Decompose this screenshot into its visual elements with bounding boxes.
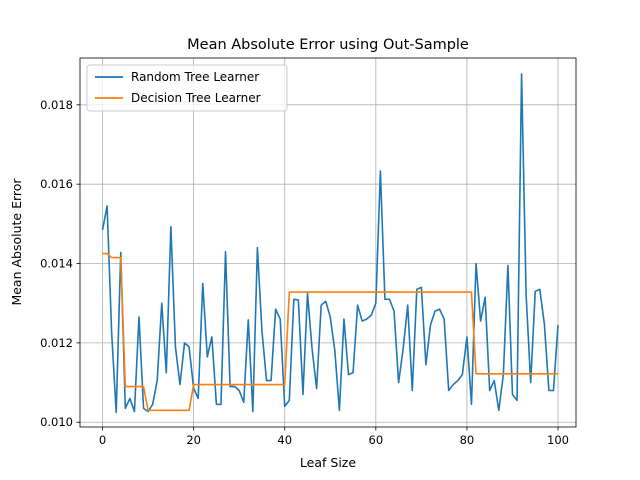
y-tick-label: 0.010 [40, 415, 73, 429]
x-tick-label: 60 [369, 433, 384, 447]
y-tick-label: 0.014 [40, 257, 73, 271]
x-tick-label: 80 [460, 433, 475, 447]
x-tick-label: 20 [186, 433, 201, 447]
x-tick-label: 0 [99, 433, 106, 447]
axis-ticks: 0 20 40 60 80 100 0.010 0.012 0.014 0.016 0.018 [40, 98, 569, 447]
legend-label-random-tree: Random Tree Learner [131, 70, 259, 84]
legend: Random Tree Learner Decision Tree Learne… [86, 64, 288, 112]
plot-frame [79, 57, 577, 428]
y-tick-label: 0.012 [40, 336, 73, 350]
y-axis-label: Mean Absolute Error [9, 178, 24, 306]
legend-box [86, 64, 288, 112]
chart-title: Mean Absolute Error using Out-Sample [187, 37, 469, 53]
y-tick-label: 0.018 [40, 98, 73, 112]
x-tick-label: 40 [277, 433, 292, 447]
x-axis-label: Leaf Size [300, 455, 356, 470]
series-line-random-tree-learner [101, 73, 559, 414]
grid [80, 58, 576, 427]
x-tick-label: 100 [547, 433, 569, 447]
series-line-decision-tree-learner [102, 252, 559, 412]
legend-label-decision-tree: Decision Tree Learner [131, 91, 261, 105]
y-tick-label: 0.016 [40, 177, 73, 191]
series-lines [101, 73, 559, 414]
